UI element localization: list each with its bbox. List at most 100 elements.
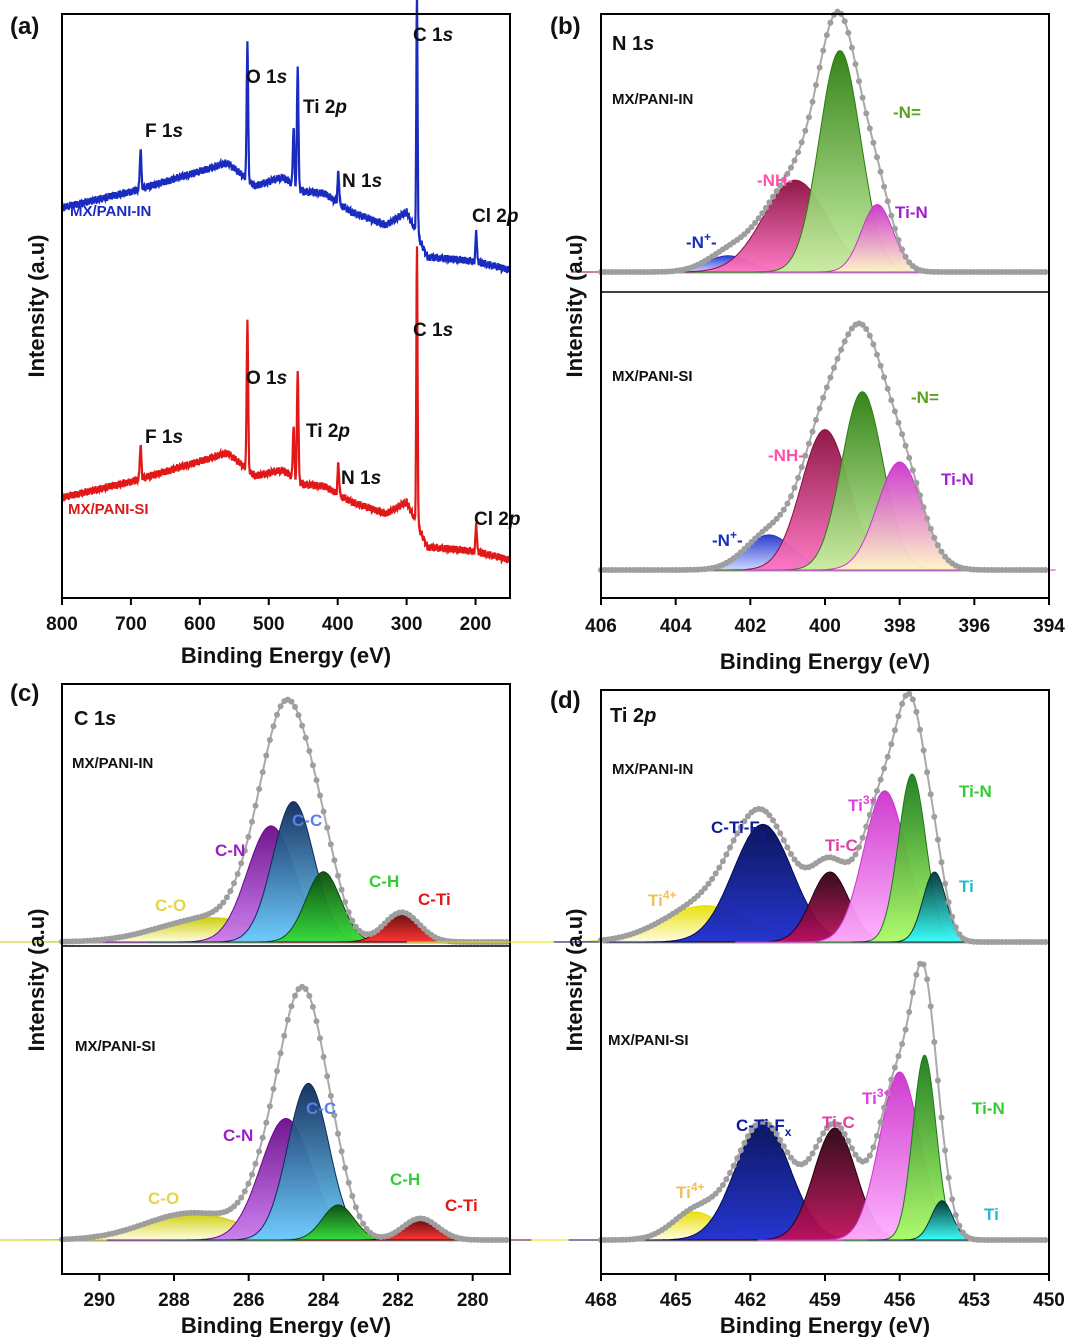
envelope-point <box>899 246 906 253</box>
envelope-point <box>866 125 873 132</box>
panel-d-y-title: Intensity (a.u) <box>562 908 587 1051</box>
envelope-point <box>920 961 927 968</box>
panel-a-plot: MX/PANI-IN O 1s Ti 2p F 1s N 1s C 1s Cl 2p MX/P… <box>60 0 520 565</box>
envelope-point <box>942 1147 949 1154</box>
envelope-point <box>730 1162 737 1169</box>
envelope-point <box>866 811 873 818</box>
x-tick-label: 300 <box>391 614 423 635</box>
envelope-point <box>345 909 352 916</box>
panel-b-x-ticks: 406 404 402 400 398 396 394 <box>585 598 1065 637</box>
envelope-point <box>931 534 938 541</box>
envelope-point <box>874 154 880 161</box>
envelope-point <box>748 1127 755 1134</box>
envelope-point <box>859 834 866 841</box>
panel-d-title: Ti 2p <box>610 705 656 727</box>
envelope-point <box>899 700 906 707</box>
envelope-point <box>913 708 920 715</box>
panel-c: (c) C 1s MX/PANI-INC-OC-NC-CC-HC-TiMX/PA… <box>0 680 569 1337</box>
series-label-mx-pani-in: MX/PANI-IN <box>70 203 151 220</box>
envelope-point <box>906 259 913 266</box>
envelope-point <box>802 1159 809 1166</box>
envelope-point <box>773 188 780 195</box>
envelope-point <box>870 799 877 806</box>
envelope-point <box>924 515 931 522</box>
envelope-point <box>924 769 931 776</box>
x-tick-label: 404 <box>660 616 692 637</box>
envelope-point <box>716 1186 723 1193</box>
envelope-point <box>256 1148 263 1155</box>
envelope-point <box>734 1155 741 1162</box>
component-label-n: -N= <box>911 388 939 407</box>
envelope-point <box>299 722 306 729</box>
envelope-point <box>777 511 784 518</box>
envelope-point <box>266 1103 273 1110</box>
envelope-point <box>891 727 898 734</box>
x-tick-label: 402 <box>734 616 766 637</box>
envelope-point <box>773 515 780 522</box>
envelope-point <box>327 1092 334 1099</box>
envelope-point <box>906 690 913 697</box>
envelope-point <box>945 899 952 906</box>
x-tick-label: 459 <box>809 1290 841 1311</box>
envelope-point <box>845 331 852 338</box>
envelope-point <box>917 726 923 733</box>
x-tick-label: 280 <box>457 1290 489 1311</box>
envelope-point <box>1042 269 1049 275</box>
component-label-c-c: C-C <box>306 1099 336 1118</box>
x-tick-label: 468 <box>585 1290 617 1311</box>
envelope-point <box>306 992 313 999</box>
envelope-point <box>823 384 830 391</box>
envelope-point <box>313 777 320 784</box>
envelope-point <box>834 355 841 362</box>
envelope-point <box>352 1204 359 1211</box>
envelope-point <box>231 880 237 887</box>
envelope-point <box>327 841 334 848</box>
envelope-point <box>909 696 916 703</box>
envelope-point <box>780 506 787 513</box>
envelope-point <box>931 813 938 820</box>
envelope-point <box>891 408 898 415</box>
envelope-point <box>870 1144 877 1151</box>
sample-label-mx-pani-in: MX/PANI-IN <box>72 755 153 772</box>
envelope-point <box>888 1076 895 1083</box>
envelope-point <box>859 321 866 328</box>
envelope-point <box>895 1053 902 1060</box>
x-tick-label: 286 <box>233 1290 265 1311</box>
envelope-point <box>924 976 931 983</box>
envelope-point <box>816 64 823 71</box>
envelope-point <box>863 110 870 117</box>
envelope-point <box>238 860 245 867</box>
envelope-point <box>719 858 726 865</box>
envelope-point <box>270 723 277 730</box>
envelope-point <box>766 1121 773 1128</box>
envelope-point <box>813 82 819 88</box>
envelope-point <box>780 837 787 844</box>
envelope-point <box>245 833 252 840</box>
envelope-point <box>241 847 248 854</box>
component-label-c-o: C-O <box>155 896 186 915</box>
envelope-point <box>881 765 888 772</box>
component-label-ti-c: Ti-C <box>822 1113 855 1132</box>
panel-b-plot: MX/PANI-IN -N+- -NH- -N= Ti-N MX/PANI-SI -N+- -… <box>571 8 1056 573</box>
envelope-point <box>942 553 949 560</box>
envelope-point <box>920 747 927 754</box>
x-tick-label: 800 <box>46 614 78 635</box>
envelope-point <box>820 47 827 54</box>
envelope-point <box>295 712 302 719</box>
envelope-point <box>245 1180 252 1187</box>
envelope-point <box>277 703 284 710</box>
envelope-point <box>934 1077 941 1084</box>
envelope-point <box>730 837 737 844</box>
envelope-point <box>331 1112 338 1119</box>
envelope-point <box>755 215 762 222</box>
envelope-point <box>777 1136 784 1143</box>
envelope-point <box>302 986 309 992</box>
component-label-n: -N+- <box>686 230 717 252</box>
envelope-point <box>884 385 891 392</box>
x-tick-label: 284 <box>307 1290 339 1311</box>
envelope-point <box>723 1176 730 1183</box>
envelope-point <box>874 351 880 358</box>
envelope-point <box>920 504 927 511</box>
component-label-ti-n: Ti-N <box>941 470 974 489</box>
envelope-point <box>317 792 323 799</box>
